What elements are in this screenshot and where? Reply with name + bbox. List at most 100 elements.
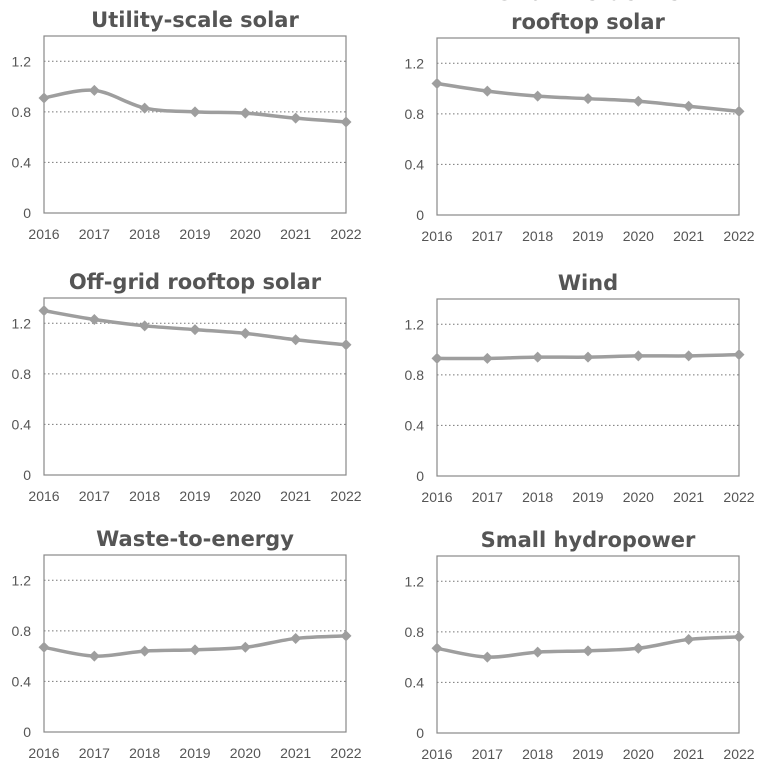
y-tick-label: 1.2 bbox=[405, 55, 425, 71]
x-tick-label: 2022 bbox=[330, 226, 361, 242]
data-point bbox=[239, 641, 251, 653]
y-tick-label: 0.8 bbox=[12, 366, 32, 382]
x-tick-label: 2019 bbox=[179, 488, 210, 504]
data-point bbox=[239, 107, 251, 119]
x-tick-label: 2017 bbox=[472, 228, 503, 244]
data-point bbox=[733, 631, 745, 643]
y-tick-label: 0.4 bbox=[12, 416, 32, 432]
y-tick-label: 0 bbox=[416, 725, 424, 741]
x-tick-label: 2018 bbox=[129, 745, 160, 761]
chart-title: Waste-to-energy bbox=[96, 527, 294, 551]
data-point bbox=[532, 351, 544, 363]
plot-frame bbox=[43, 554, 347, 733]
data-point bbox=[632, 350, 644, 362]
x-tick-label: 2019 bbox=[572, 746, 603, 762]
x-tick-label: 2021 bbox=[673, 228, 704, 244]
data-point bbox=[683, 100, 695, 112]
x-tick-label: 2020 bbox=[230, 745, 261, 761]
y-tick-label: 0.8 bbox=[12, 623, 32, 639]
x-tick-label: 2017 bbox=[79, 488, 110, 504]
y-tick-label: 0.8 bbox=[12, 104, 32, 120]
x-tick-label: 2022 bbox=[723, 228, 754, 244]
x-tick-label: 2020 bbox=[623, 228, 654, 244]
chart-title: Wind bbox=[558, 271, 618, 295]
chart-title: rooftop solar bbox=[511, 10, 665, 34]
x-tick-label: 2022 bbox=[330, 488, 361, 504]
data-point bbox=[139, 320, 151, 332]
chart-title: Utility-scale solar bbox=[91, 8, 299, 32]
x-tick-label: 2018 bbox=[522, 228, 553, 244]
x-tick-label: 2016 bbox=[421, 489, 452, 505]
data-point bbox=[88, 84, 100, 96]
data-point bbox=[189, 106, 201, 118]
y-tick-label: 1.2 bbox=[12, 53, 32, 69]
y-tick-label: 0.4 bbox=[405, 417, 425, 433]
x-tick-label: 2017 bbox=[472, 746, 503, 762]
x-tick-label: 2017 bbox=[79, 745, 110, 761]
y-tick-label: 1.2 bbox=[405, 573, 425, 589]
x-tick-label: 2016 bbox=[28, 745, 59, 761]
y-tick-label: 0 bbox=[23, 467, 31, 483]
data-point bbox=[239, 327, 251, 339]
chart-utility-scale-solar: Utility-scale solar 0 0.4 0.8 1.2 2016 2017 201… bbox=[12, 8, 362, 242]
data-point bbox=[38, 92, 50, 104]
x-tick-label: 2021 bbox=[280, 745, 311, 761]
data-point bbox=[632, 642, 644, 654]
x-tick-label: 2022 bbox=[723, 746, 754, 762]
data-point bbox=[532, 90, 544, 102]
x-tick-label: 2022 bbox=[723, 489, 754, 505]
y-tick-label: 1.2 bbox=[12, 315, 32, 331]
x-tick-label: 2021 bbox=[280, 226, 311, 242]
x-tick-label: 2020 bbox=[230, 488, 261, 504]
data-point bbox=[139, 645, 151, 657]
data-point bbox=[481, 352, 493, 364]
data-point bbox=[139, 102, 151, 114]
plot-frame bbox=[436, 298, 740, 477]
plot-frame bbox=[43, 35, 347, 214]
data-point bbox=[733, 349, 745, 361]
y-tick-label: 0 bbox=[23, 724, 31, 740]
x-tick-label: 2022 bbox=[330, 745, 361, 761]
chart-title: Grid interactive bbox=[495, 0, 681, 5]
plot-frame bbox=[43, 297, 347, 476]
data-point bbox=[189, 324, 201, 336]
x-tick-label: 2021 bbox=[280, 488, 311, 504]
chart-wind: Wind 0 0.4 0.8 1.2 2016 2017 2018 2019 2020 2021 20… bbox=[405, 271, 755, 505]
x-tick-label: 2017 bbox=[472, 489, 503, 505]
data-point bbox=[290, 632, 302, 644]
y-tick-label: 0.8 bbox=[405, 106, 425, 122]
data-point bbox=[340, 630, 352, 642]
data-point bbox=[733, 105, 745, 117]
x-tick-label: 2020 bbox=[623, 489, 654, 505]
x-tick-label: 2019 bbox=[179, 745, 210, 761]
y-tick-label: 0 bbox=[416, 468, 424, 484]
y-tick-label: 1.2 bbox=[405, 316, 425, 332]
data-point bbox=[88, 650, 100, 662]
chart-title: Small hydropower bbox=[481, 528, 696, 552]
data-point bbox=[532, 646, 544, 658]
data-point bbox=[481, 651, 493, 663]
data-point bbox=[431, 78, 443, 90]
y-tick-label: 0.4 bbox=[405, 674, 425, 690]
data-point bbox=[88, 313, 100, 325]
data-point bbox=[431, 642, 443, 654]
x-tick-label: 2018 bbox=[129, 226, 160, 242]
data-point bbox=[38, 641, 50, 653]
plot-frame bbox=[436, 37, 740, 216]
y-tick-label: 1.2 bbox=[12, 572, 32, 588]
chart-title: Off-grid rooftop solar bbox=[69, 270, 322, 294]
data-point bbox=[431, 352, 443, 364]
data-point bbox=[340, 339, 352, 351]
x-tick-label: 2019 bbox=[572, 228, 603, 244]
x-tick-label: 2016 bbox=[421, 228, 452, 244]
y-tick-label: 0.8 bbox=[405, 624, 425, 640]
y-tick-label: 0 bbox=[23, 205, 31, 221]
data-point bbox=[582, 93, 594, 105]
data-point bbox=[582, 645, 594, 657]
x-tick-label: 2019 bbox=[572, 489, 603, 505]
x-tick-label: 2018 bbox=[522, 489, 553, 505]
y-tick-label: 0.8 bbox=[405, 367, 425, 383]
data-point bbox=[683, 633, 695, 645]
chart-waste-to-energy: Waste-to-energy 0 0.4 0.8 1.2 2016 2017 2018 201… bbox=[12, 527, 362, 761]
